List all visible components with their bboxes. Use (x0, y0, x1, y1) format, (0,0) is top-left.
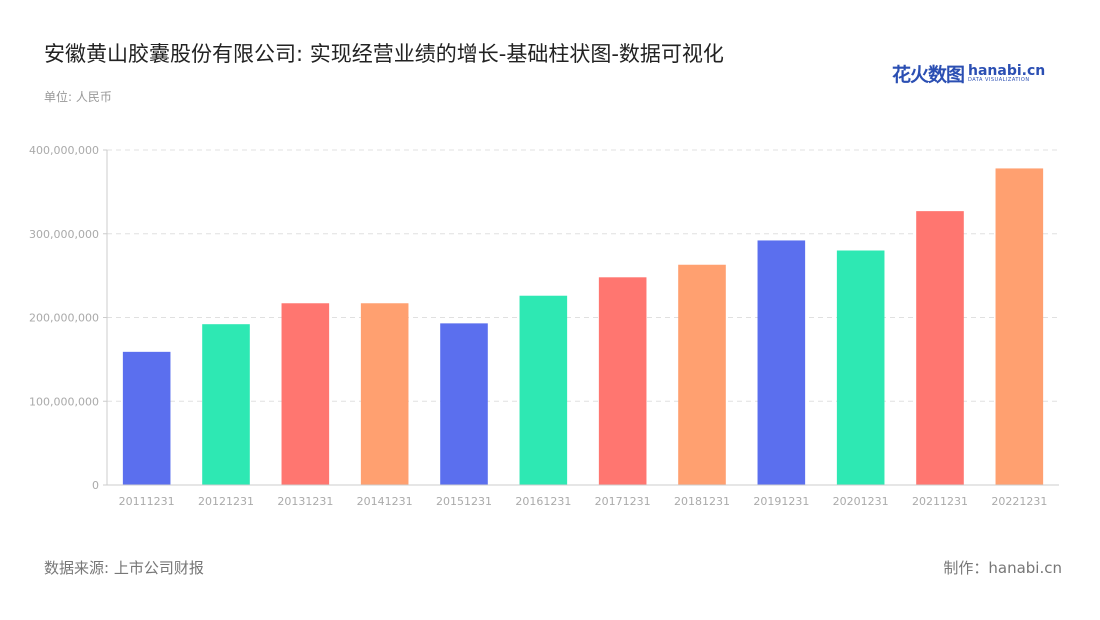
y-tick-label: 300,000,000 (29, 228, 99, 241)
x-tick-label: 20221231 (991, 495, 1047, 508)
logo-en-text: hanabi.cn (968, 63, 1046, 79)
x-tick-label: 20121231 (198, 495, 254, 508)
bar-20171231 (598, 277, 647, 485)
hanabi-logo: 花火数图 hanabi.cn DATA VISUALIZATION (892, 60, 1045, 87)
x-tick-label: 20151231 (436, 495, 492, 508)
logo-cn: 花火数图 (892, 64, 965, 86)
bar-20121231 (202, 324, 250, 485)
unit-label: 单位: 人民币 (44, 90, 112, 104)
x-tick-label: 20191231 (753, 495, 809, 508)
bar-20151231 (440, 323, 488, 485)
logo-sub-text: DATA VISUALIZATION (968, 77, 1030, 83)
bar-20191231 (757, 240, 806, 485)
x-tick-label: 20181231 (674, 495, 730, 508)
logo-en: hanabi.cn DATA VISUALIZATION (968, 64, 1045, 83)
y-tick-label: 400,000,000 (29, 144, 99, 157)
x-tick-label: 20111231 (119, 495, 175, 508)
y-tick-label: 0 (92, 479, 99, 492)
bar-20111231 (122, 351, 171, 485)
x-tick-label: 20161231 (515, 495, 571, 508)
bar-20181231 (678, 264, 726, 485)
bar-20201231 (836, 250, 885, 485)
credit: 制作：hanabi.cn (943, 559, 1062, 577)
bar-20141231 (360, 303, 409, 485)
x-tick-label: 20171231 (595, 495, 651, 508)
data-source: 数据来源: 上市公司财报 (44, 559, 204, 577)
bar-20161231 (519, 295, 568, 485)
x-tick-label: 20131231 (277, 495, 333, 508)
bar-20221231 (995, 168, 1044, 486)
bar-20211231 (916, 211, 964, 485)
x-tick-label: 20141231 (357, 495, 413, 508)
y-tick-label: 100,000,000 (29, 395, 99, 408)
y-tick-label: 200,000,000 (29, 312, 99, 325)
x-tick-label: 20211231 (912, 495, 968, 508)
x-tick-label: 20201231 (833, 495, 889, 508)
bar-20131231 (281, 303, 330, 485)
chart-title: 安徽黄山胶囊股份有限公司: 实现经营业绩的增长-基础柱状图-数据可视化 (44, 42, 724, 66)
